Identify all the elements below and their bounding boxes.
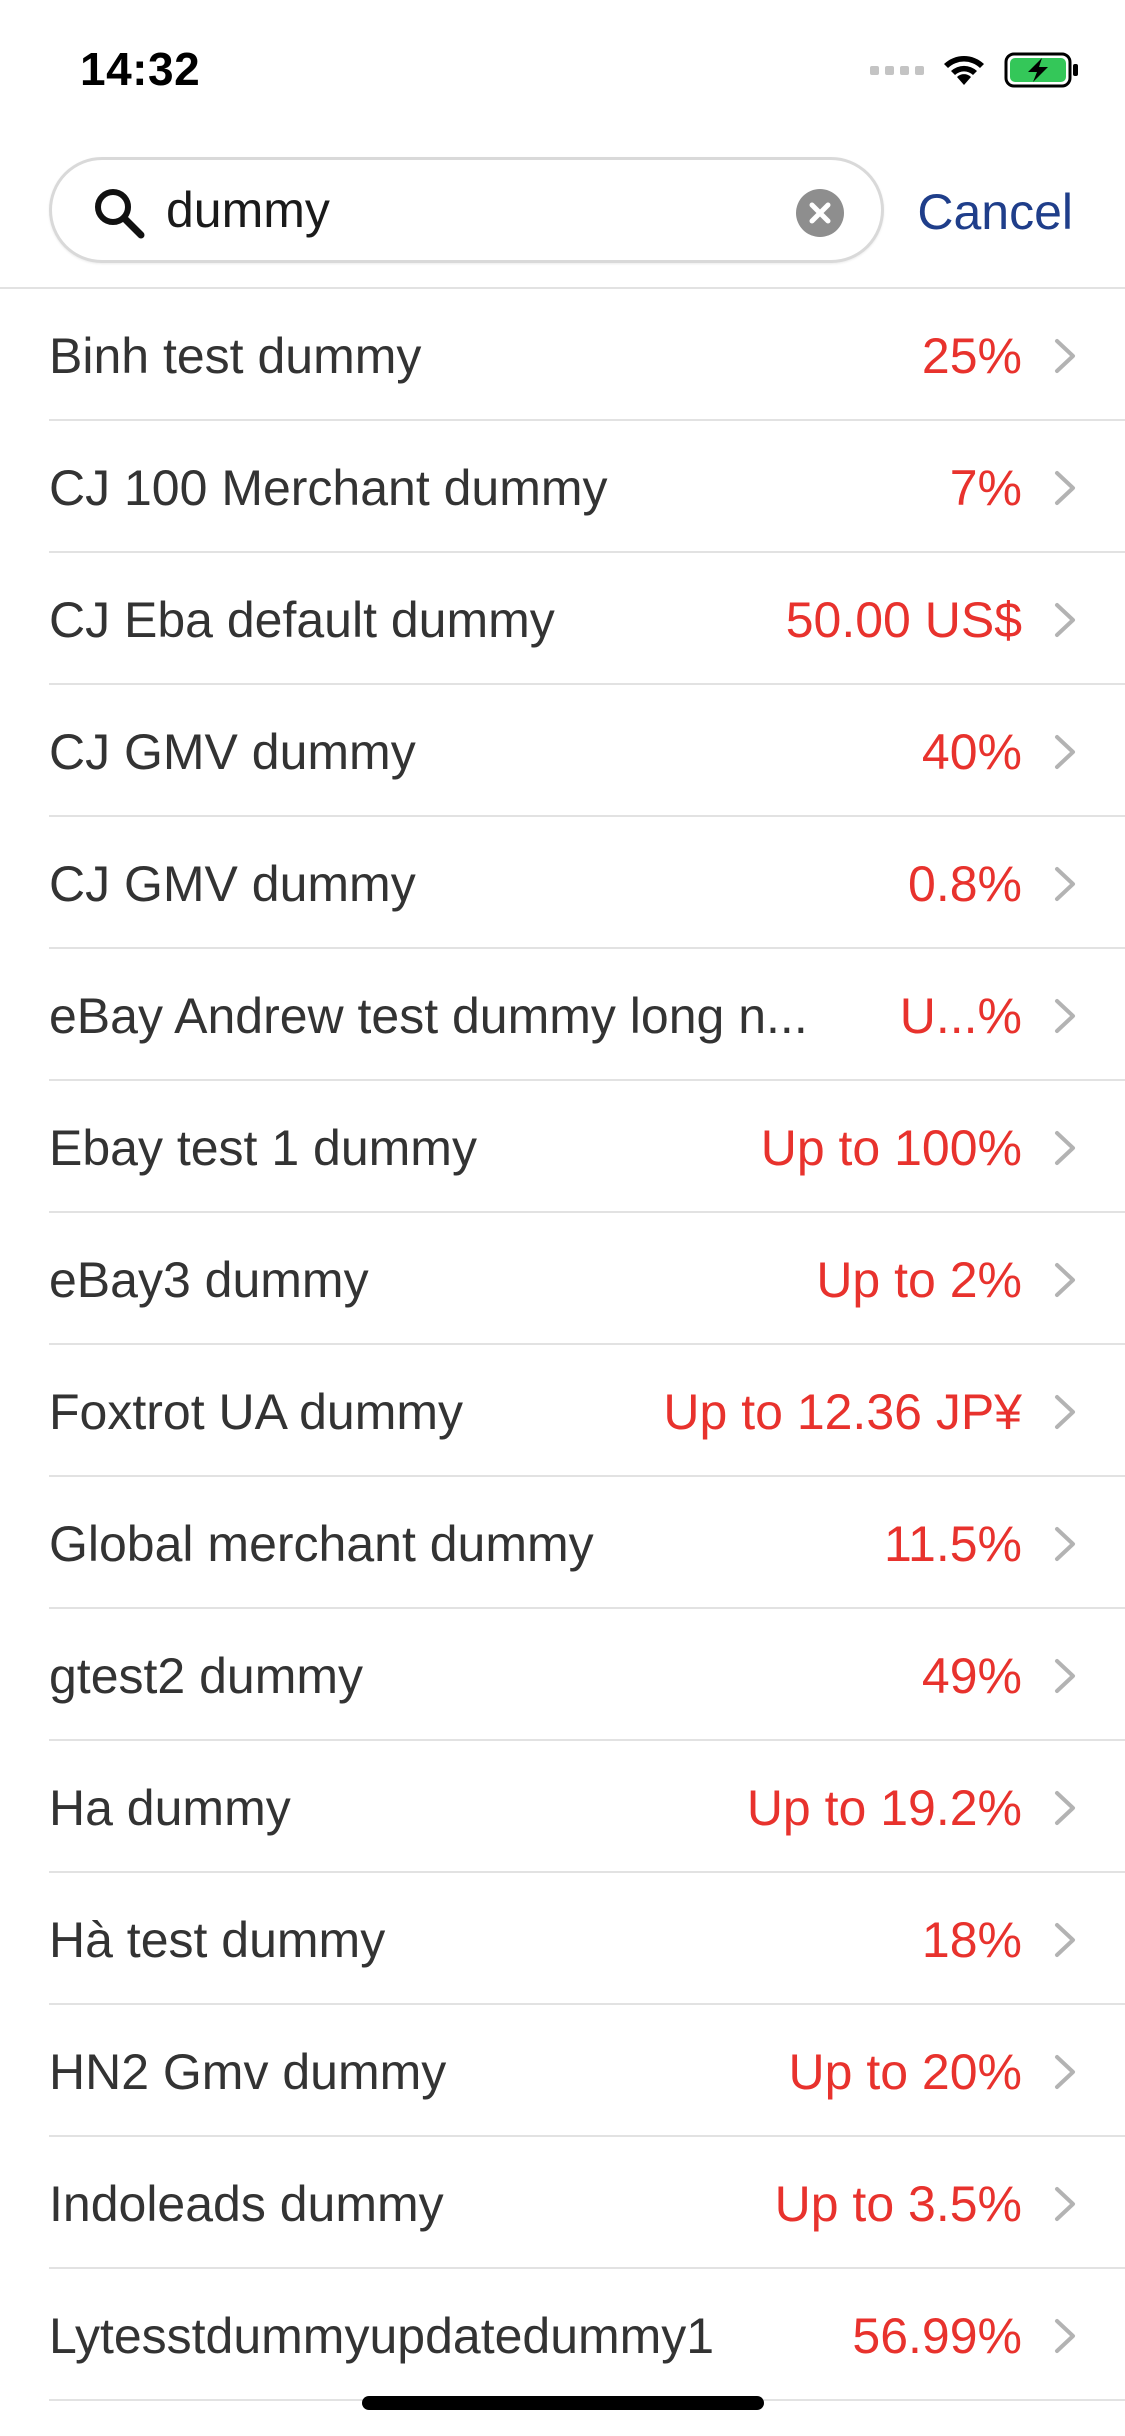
cancel-button[interactable]: Cancel [917, 177, 1073, 247]
chevron-right-icon [1055, 1923, 1075, 1957]
chevron-right-icon [1055, 339, 1075, 373]
list-item[interactable]: gtest2 dummy 49% [0, 1609, 1125, 1741]
status-time: 14:32 [80, 43, 201, 95]
merchant-name: eBay Andrew test dummy long n... [49, 988, 808, 1044]
commission-value: 25% [921, 328, 1022, 384]
commission-value: Up to 100% [760, 1120, 1022, 1176]
chevron-right-icon [1055, 471, 1075, 505]
merchant-name: Binh test dummy [49, 328, 422, 384]
chevron-right-icon [1055, 1131, 1075, 1165]
merchant-name: CJ GMV dummy [49, 724, 416, 780]
search-icon [95, 189, 145, 239]
merchant-name: CJ GMV dummy [49, 856, 416, 912]
commission-value: 0.8% [908, 856, 1022, 912]
commission-value: 7% [949, 460, 1022, 516]
chevron-right-icon [1055, 2187, 1075, 2221]
search-header: Cancel [0, 135, 1125, 289]
search-box[interactable] [49, 157, 884, 263]
list-item[interactable]: CJ 100 Merchant dummy 7% [0, 421, 1125, 553]
status-bar: 14:32 [0, 0, 1125, 135]
commission-value: 56.99% [852, 2308, 1022, 2364]
list-item[interactable]: Ha dummy Up to 19.2% [0, 1741, 1125, 1873]
merchant-name: Foxtrot UA dummy [49, 1384, 463, 1440]
chevron-right-icon [1055, 1395, 1075, 1429]
commission-value: 50.00 US$ [785, 592, 1022, 648]
merchant-name: Hà test dummy [49, 1912, 386, 1968]
merchant-name: Lytesstdummyupdatedummy1 [49, 2308, 715, 2364]
list-item[interactable]: Hà test dummy 18% [0, 1873, 1125, 2005]
battery-charging-icon [1004, 52, 1078, 88]
list-item[interactable]: CJ Eba default dummy 50.00 US$ [0, 553, 1125, 685]
commission-value: 49% [921, 1648, 1022, 1704]
chevron-right-icon [1055, 1659, 1075, 1693]
commission-value: Up to 12.36 JP¥ [663, 1384, 1022, 1440]
list-item[interactable]: Global merchant dummy 11.5% [0, 1477, 1125, 1609]
chevron-right-icon [1055, 2055, 1075, 2089]
chevron-right-icon [1055, 603, 1075, 637]
chevron-right-icon [1055, 999, 1075, 1033]
list-item[interactable]: Indoleads dummy Up to 3.5% [0, 2137, 1125, 2269]
home-indicator [362, 2396, 764, 2410]
clear-icon[interactable] [795, 188, 845, 238]
commission-value: Up to 20% [788, 2044, 1022, 2100]
chevron-right-icon [1055, 1791, 1075, 1825]
list-item[interactable]: Binh test dummy 25% [0, 289, 1125, 421]
commission-value: 18% [921, 1912, 1022, 1968]
list-item[interactable]: eBay3 dummy Up to 2% [0, 1213, 1125, 1345]
merchant-name: CJ 100 Merchant dummy [49, 460, 608, 516]
commission-value: U...% [899, 988, 1022, 1044]
merchant-name: eBay3 dummy [49, 1252, 369, 1308]
commission-value: 40% [921, 724, 1022, 780]
merchant-name: HN2 Gmv dummy [49, 2044, 447, 2100]
merchant-name: Ebay test 1 dummy [49, 1120, 477, 1176]
list-item[interactable]: CJ GMV dummy 0.8% [0, 817, 1125, 949]
chevron-right-icon [1055, 867, 1075, 901]
merchant-name: CJ Eba default dummy [49, 592, 555, 648]
list-item[interactable]: eBay Andrew test dummy long n... U...% [0, 949, 1125, 1081]
list-item[interactable]: Ebay test 1 dummy Up to 100% [0, 1081, 1125, 1213]
status-indicators [870, 50, 1080, 90]
list-item[interactable]: Foxtrot UA dummy Up to 12.36 JP¥ [0, 1345, 1125, 1477]
chevron-right-icon [1055, 2319, 1075, 2353]
result-list: Binh test dummy 25% CJ 100 Merchant dummy 7… [0, 289, 1125, 2401]
list-item[interactable]: CJ GMV dummy 40% [0, 685, 1125, 817]
commission-value: Up to 3.5% [774, 2176, 1022, 2232]
wifi-icon [944, 56, 984, 85]
merchant-name: Global merchant dummy [49, 1516, 594, 1572]
commission-value: 11.5% [883, 1516, 1022, 1572]
list-item[interactable]: Lytesstdummyupdatedummy1 56.99% [0, 2269, 1125, 2401]
merchant-name: gtest2 dummy [49, 1648, 364, 1704]
merchant-name: Indoleads dummy [49, 2176, 444, 2232]
chevron-right-icon [1055, 735, 1075, 769]
search-input[interactable] [166, 172, 726, 248]
merchant-name: Ha dummy [49, 1780, 291, 1836]
commission-value: Up to 2% [816, 1252, 1022, 1308]
chevron-right-icon [1055, 1263, 1075, 1297]
commission-value: Up to 19.2% [746, 1780, 1022, 1836]
list-item[interactable]: HN2 Gmv dummy Up to 20% [0, 2005, 1125, 2137]
cellular-signal-icon [870, 65, 924, 75]
chevron-right-icon [1055, 1527, 1075, 1561]
